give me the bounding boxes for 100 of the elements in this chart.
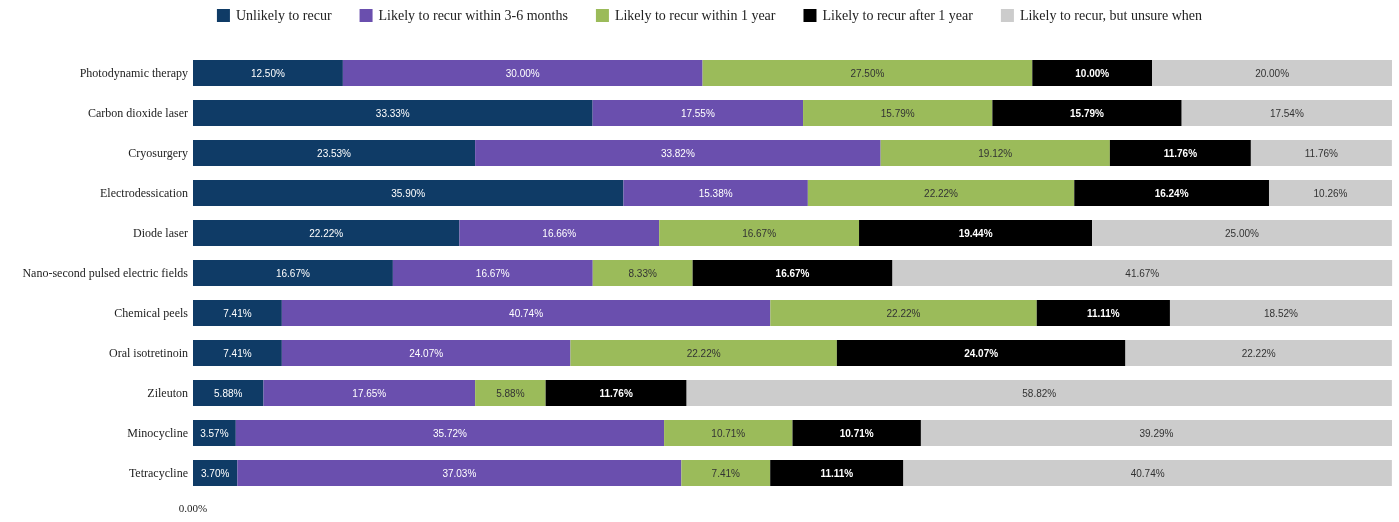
bar [1169, 300, 1393, 326]
data-label: 24.07% [964, 347, 999, 359]
bar [803, 100, 993, 126]
data-label: 15.38% [698, 187, 733, 199]
legend-label: Likely to recur, but unsure when [1019, 8, 1203, 23]
data-label: 22.22% [686, 347, 721, 359]
bar [807, 180, 1075, 206]
bar [193, 180, 624, 206]
data-label: 37.03% [442, 467, 477, 479]
bar [545, 380, 687, 406]
bar [193, 140, 476, 166]
data-label: 15.79% [1070, 107, 1105, 119]
data-label: 8.33% [628, 267, 657, 279]
data-label: 16.67% [275, 267, 310, 279]
bar [1250, 140, 1392, 166]
data-label: 16.67% [775, 267, 810, 279]
data-label: 19.12% [978, 147, 1013, 159]
data-label: 5.88% [214, 387, 243, 399]
bar [570, 340, 837, 366]
data-label: 17.65% [352, 387, 387, 399]
bar [1032, 60, 1153, 86]
data-label: 11.76% [1304, 147, 1339, 159]
y-tick-label: Minocycline [127, 425, 188, 440]
y-tick-label: Diode laser [133, 225, 188, 240]
bar [193, 260, 393, 286]
data-label: 30.00% [505, 67, 540, 79]
bar [193, 300, 282, 326]
bar [193, 340, 282, 366]
data-label: 25.00% [1225, 227, 1260, 239]
data-label: 39.29% [1139, 427, 1174, 439]
y-tick-label: Electrodessication [100, 185, 188, 200]
bar [1125, 340, 1392, 366]
data-label: 23.53% [317, 147, 352, 159]
data-label: 35.90% [391, 187, 426, 199]
data-label: 18.52% [1264, 307, 1299, 319]
data-label: 7.41% [223, 307, 252, 319]
data-label: 11.76% [599, 387, 633, 399]
bar [193, 100, 593, 126]
data-label: 22.22% [924, 187, 959, 199]
bar [770, 460, 904, 486]
legend-label: Likely to recur after 1 year [822, 8, 974, 23]
data-label: 19.44% [958, 227, 993, 239]
bar [1268, 180, 1392, 206]
data-label: 11.11% [820, 467, 854, 479]
bar [664, 420, 793, 446]
data-label: 12.50% [250, 67, 285, 79]
data-label: 10.26% [1313, 187, 1348, 199]
bar [1092, 220, 1392, 246]
bar [859, 220, 1093, 246]
data-label: 16.67% [742, 227, 777, 239]
bar [659, 220, 860, 246]
bar [1181, 100, 1393, 126]
y-tick-label: Nano-second pulsed electric fields [22, 265, 189, 280]
data-label: 20.00% [1255, 67, 1290, 79]
data-label: 22.22% [1241, 347, 1276, 359]
bar [686, 380, 1392, 406]
data-label: 22.22% [309, 227, 344, 239]
bar [263, 380, 476, 406]
data-label: 58.82% [1022, 387, 1057, 399]
data-label: 33.82% [660, 147, 695, 159]
y-tick-label: Chemical peels [114, 305, 189, 320]
data-label: 3.70% [201, 467, 230, 479]
bar [475, 380, 546, 406]
bar [1074, 180, 1269, 206]
data-label: 16.24% [1154, 187, 1189, 199]
data-label: 11.76% [1163, 147, 1198, 159]
data-label: 7.41% [711, 467, 741, 479]
bar [392, 260, 593, 286]
bar [281, 340, 571, 366]
data-label: 10.71% [839, 427, 874, 439]
bar [592, 260, 693, 286]
bar [281, 300, 771, 326]
data-label: 17.55% [680, 107, 715, 119]
data-label: 15.79% [880, 107, 915, 119]
data-label: 35.72% [432, 427, 468, 439]
bar [681, 460, 771, 486]
bar [592, 100, 804, 126]
legend-label: Likely to recur within 1 year [614, 8, 776, 23]
bar [770, 300, 1037, 326]
bar [193, 380, 264, 406]
bar [992, 100, 1182, 126]
bar [892, 260, 1393, 286]
bar [237, 460, 682, 486]
bar [1036, 300, 1170, 326]
bar [702, 60, 1033, 86]
data-label: 40.74% [1130, 467, 1165, 479]
bar [692, 260, 893, 286]
data-label: 5.88% [496, 387, 525, 399]
bar [193, 60, 343, 86]
bar [235, 420, 665, 446]
bar [193, 220, 460, 246]
y-tick-label: Oral isotretinoin [109, 345, 188, 360]
data-label: 27.50% [850, 67, 885, 79]
bar [836, 340, 1126, 366]
bar [920, 420, 1392, 446]
y-tick-label: Cryosurgery [128, 145, 188, 160]
bar [459, 220, 660, 246]
legend-label: Unlikely to recur [235, 8, 332, 23]
legend-label: Likely to recur within 3-6 months [378, 8, 568, 23]
bar [623, 180, 808, 206]
